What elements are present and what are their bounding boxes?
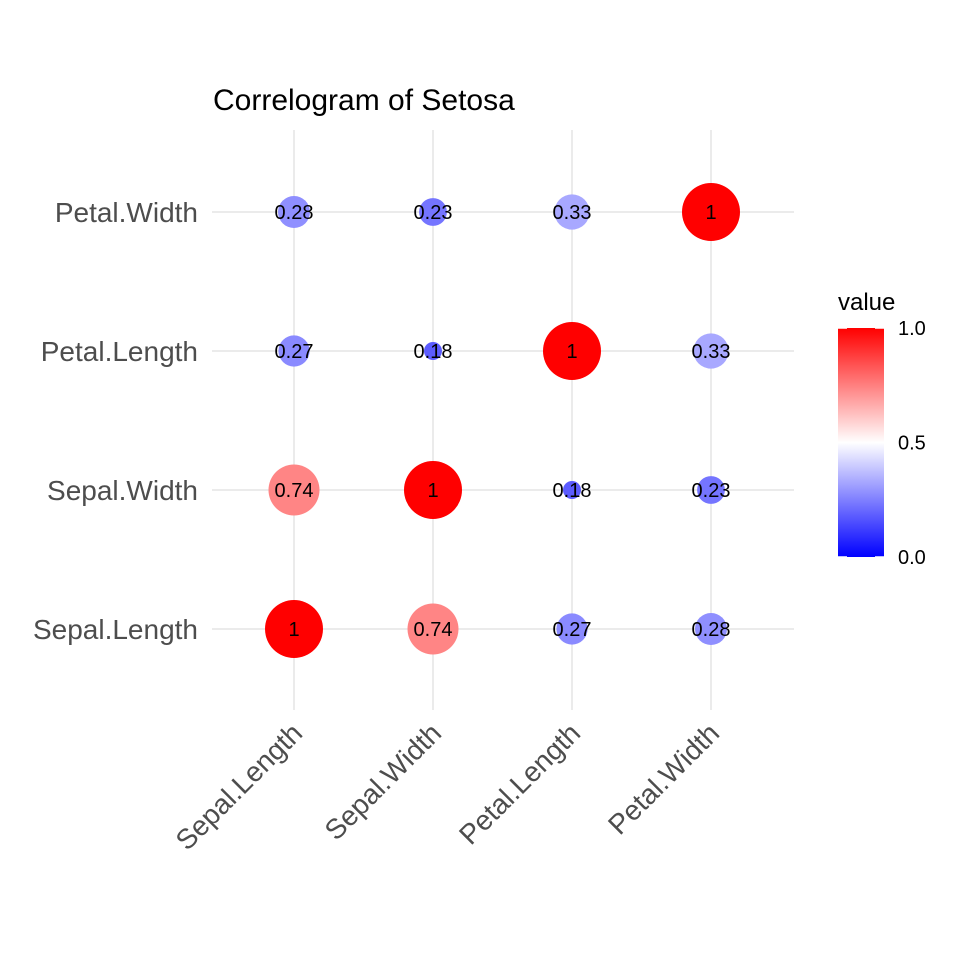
cell-circle-petal-length-vs-petal-width <box>554 194 590 230</box>
cell-circle-sepal-width-vs-petal-length <box>424 342 442 360</box>
cell-label-petal-length-vs-petal-length: 1 <box>566 341 577 363</box>
y-tick-petal-width: Petal.Width <box>55 197 198 228</box>
y-tick-sepal-width: Sepal.Width <box>47 475 198 506</box>
cell-label-petal-width-vs-sepal-width: 0.23 <box>692 480 731 502</box>
cell-label-sepal-width-vs-petal-width: 0.23 <box>414 202 453 224</box>
x-tick-sepal-width: Sepal.Width <box>319 717 448 846</box>
cell-circle-sepal-width-vs-sepal-width <box>404 461 462 519</box>
cell-circle-petal-length-vs-sepal-length <box>556 613 588 645</box>
cell-circle-petal-length-vs-petal-length <box>543 322 601 380</box>
correlation-cells: 1 0.74 0.27 0.28 0.74 1 0.18 0.23 0.27 0.18 1 0.33 0… <box>265 183 740 658</box>
cell-label-sepal-width-vs-sepal-width: 1 <box>427 480 438 502</box>
cell-label-sepal-length-vs-petal-length: 0.27 <box>275 341 314 363</box>
x-axis-tick-labels: Sepal.Length Sepal.Width Petal.Length Petal… <box>170 717 726 856</box>
cell-circle-sepal-length-vs-sepal-length <box>265 600 323 658</box>
cell-label-sepal-length-vs-sepal-length: 1 <box>288 619 299 641</box>
cell-label-petal-width-vs-petal-width: 1 <box>705 202 716 224</box>
y-tick-sepal-length: Sepal.Length <box>33 614 198 645</box>
cell-circle-sepal-length-vs-petal-length <box>278 335 310 367</box>
legend-tick-label-0.5: 0.5 <box>898 433 926 455</box>
cell-circle-petal-width-vs-sepal-length <box>695 613 727 645</box>
cell-label-petal-width-vs-petal-length: 0.33 <box>692 341 731 363</box>
cell-label-petal-length-vs-sepal-width: 0.18 <box>553 480 592 502</box>
legend-tick-label-1.0: 1.0 <box>898 318 926 340</box>
x-tick-sepal-length: Sepal.Length <box>170 717 309 856</box>
y-axis-tick-labels: Sepal.Length Sepal.Width Petal.Length Petal… <box>33 197 198 645</box>
x-tick-petal-width: Petal.Width <box>602 717 725 840</box>
cell-label-petal-length-vs-sepal-length: 0.27 <box>553 619 592 641</box>
cell-circle-sepal-width-vs-petal-width <box>419 198 447 226</box>
cell-label-sepal-width-vs-sepal-length: 0.74 <box>414 619 453 641</box>
x-tick-petal-length: Petal.Length <box>453 717 586 850</box>
cell-circle-sepal-length-vs-sepal-width <box>268 464 320 516</box>
chart-title: Correlogram of Setosa <box>213 84 515 117</box>
cell-label-sepal-length-vs-sepal-width: 0.74 <box>275 480 314 502</box>
color-legend: value 1.0 0.5 0.0 <box>838 289 926 569</box>
cell-circle-petal-width-vs-petal-length <box>693 333 729 369</box>
legend-title: value <box>838 289 895 316</box>
cell-label-sepal-length-vs-petal-width: 0.28 <box>275 202 314 224</box>
cell-label-petal-width-vs-sepal-length: 0.28 <box>692 619 731 641</box>
cell-label-sepal-width-vs-petal-length: 0.18 <box>414 341 453 363</box>
cell-circle-petal-width-vs-sepal-width <box>697 476 725 504</box>
cell-circle-sepal-width-vs-sepal-length <box>407 603 459 655</box>
cell-label-petal-length-vs-petal-width: 0.33 <box>553 202 592 224</box>
cell-circle-petal-length-vs-sepal-width <box>563 481 581 499</box>
cell-circle-petal-width-vs-petal-width <box>682 183 740 241</box>
legend-tick-label-0.0: 0.0 <box>898 547 926 569</box>
cell-circle-sepal-length-vs-petal-width <box>278 196 310 228</box>
y-tick-petal-length: Petal.Length <box>41 336 198 367</box>
legend-ticks: 1.0 0.5 0.0 <box>838 318 926 569</box>
